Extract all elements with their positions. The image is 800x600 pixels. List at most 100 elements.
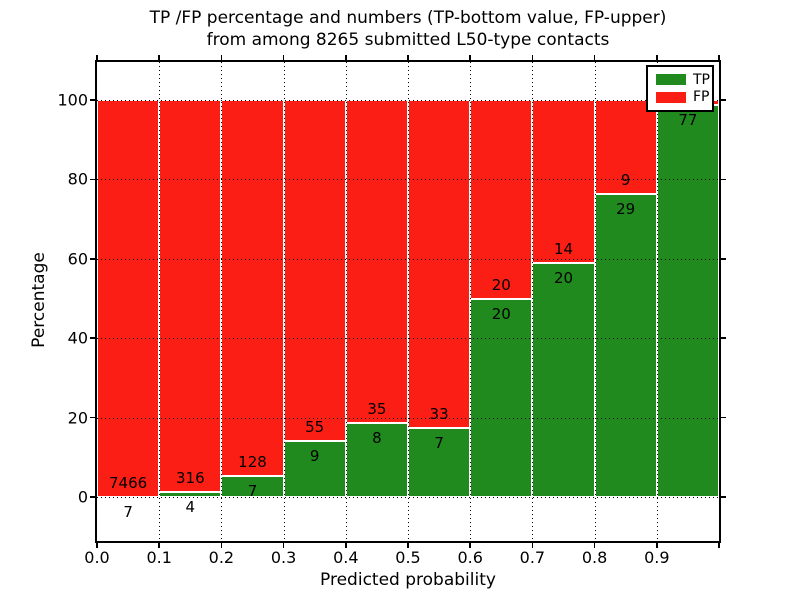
x-tick-mark (282, 55, 285, 60)
tp-count-label: 20 (491, 304, 511, 323)
x-tick-label: 0.6 (457, 548, 483, 567)
y-tick-label: 100 (57, 90, 88, 110)
tp-count-label: 77 (678, 111, 698, 130)
tp-bar-segment (408, 427, 471, 497)
fp-bar-segment (159, 100, 222, 493)
x-tick-mark (220, 55, 223, 60)
y-tick-mark (90, 496, 95, 498)
fp-bar-segment (221, 100, 284, 477)
y-tick-label: 80 (67, 169, 88, 189)
fp-count-label: 14 (553, 240, 574, 259)
gridline-vertical (345, 62, 347, 541)
gridline-vertical (532, 62, 534, 541)
fp-count-label: 7466 (109, 473, 148, 492)
x-tick-mark (282, 543, 285, 548)
x-tick-mark (656, 543, 658, 548)
x-tick-mark (158, 55, 160, 60)
plot-area: 7466 7 316 4 128 7 55 9 35 8 33 7 20 20 14 20 9 29 77 TP F… (95, 60, 721, 543)
x-tick-mark (718, 543, 720, 548)
gridline-vertical (283, 62, 285, 541)
y-tick-mark (90, 258, 95, 260)
fp-bar-segment (532, 100, 595, 264)
fp-count-label: 316 (175, 469, 205, 488)
tp-count-label: 7 (434, 433, 444, 452)
chart-title: TP /FP percentage and numbers (TP-bottom… (8, 7, 800, 51)
gridline-vertical (470, 62, 472, 541)
y-tick-label: 0 (77, 487, 88, 507)
chart-title-line2: from among 8265 submitted L50-type conta… (206, 30, 610, 50)
gridline-vertical (221, 62, 223, 541)
gridline-vertical (159, 62, 161, 541)
tp-count-label: 8 (372, 429, 382, 448)
tp-bar-segment (656, 105, 719, 497)
x-tick-label: 0.0 (84, 548, 110, 567)
tp-count-label: 7 (123, 502, 133, 521)
x-tick-mark (593, 55, 596, 60)
x-tick-mark (96, 55, 98, 60)
tp-count-label: 4 (185, 498, 196, 517)
fp-bar-segment (470, 100, 533, 299)
tp-legend-swatch (656, 74, 686, 86)
x-tick-mark (96, 543, 98, 548)
tp-count-label: 29 (616, 200, 636, 218)
fp-count-label: 33 (429, 404, 449, 423)
tp-bar-segment (532, 263, 595, 497)
y-tick-mark (721, 416, 726, 419)
x-tick-label: 0.1 (146, 548, 172, 567)
fp-bar-segment (283, 100, 346, 442)
x-tick-mark (718, 55, 720, 60)
x-tick-label: 0.9 (644, 548, 670, 567)
tp-count-label: 20 (553, 269, 574, 288)
tp-legend-label: TP (693, 71, 710, 88)
x-tick-mark (158, 543, 160, 548)
gridline-vertical (656, 62, 658, 541)
x-tick-mark (220, 543, 223, 548)
legend: TP FP (646, 65, 714, 112)
tp-bar-segment (470, 298, 533, 497)
gridline-horizontal (97, 338, 719, 340)
x-tick-label: 0.8 (581, 548, 608, 567)
chart-title-line1: TP /FP percentage and numbers (TP-bottom… (149, 8, 667, 28)
fp-legend-label: FP (693, 89, 710, 106)
gridline-horizontal (97, 497, 719, 498)
fp-count-label: 35 (367, 400, 387, 419)
fp-count-label: 9 (620, 171, 631, 189)
x-axis-label: Predicted probability (320, 570, 496, 590)
fp-count-label: 55 (305, 418, 325, 437)
y-tick-mark (721, 258, 726, 260)
x-tick-label: 0.3 (270, 548, 297, 567)
x-tick-mark (469, 543, 471, 548)
x-tick-mark (593, 543, 596, 548)
y-tick-label: 40 (67, 328, 88, 348)
y-tick-mark (721, 337, 726, 339)
tp-bar-segment (594, 194, 657, 497)
legend-item-fp: FP (648, 90, 712, 104)
y-tick-mark (90, 99, 95, 101)
fp-count-label: 20 (491, 275, 511, 294)
x-tick-label: 0.5 (395, 548, 421, 567)
y-tick-mark (721, 496, 726, 498)
y-tick-mark (90, 337, 95, 339)
fp-legend-swatch (656, 91, 686, 103)
x-tick-mark (656, 55, 658, 60)
legend-item-tp: TP (648, 73, 712, 87)
y-tick-mark (90, 416, 95, 419)
y-tick-mark (721, 178, 726, 181)
gridline-horizontal (97, 179, 719, 181)
fp-bar-segment (345, 100, 408, 424)
gridline-horizontal (97, 258, 719, 260)
tp-count-label: 9 (309, 447, 320, 466)
x-tick-mark (531, 543, 534, 548)
x-tick-label: 0.2 (208, 548, 235, 567)
x-tick-mark (407, 543, 409, 548)
x-tick-mark (345, 55, 347, 60)
y-tick-mark (721, 99, 726, 101)
gridline-vertical (594, 62, 596, 541)
y-tick-label: 20 (67, 408, 88, 428)
x-tick-label: 0.4 (333, 548, 359, 567)
x-tick-label: 0.7 (519, 548, 546, 567)
gridline-horizontal (97, 100, 719, 101)
y-tick-label: 60 (67, 249, 88, 269)
fp-count-label: 128 (238, 453, 267, 472)
